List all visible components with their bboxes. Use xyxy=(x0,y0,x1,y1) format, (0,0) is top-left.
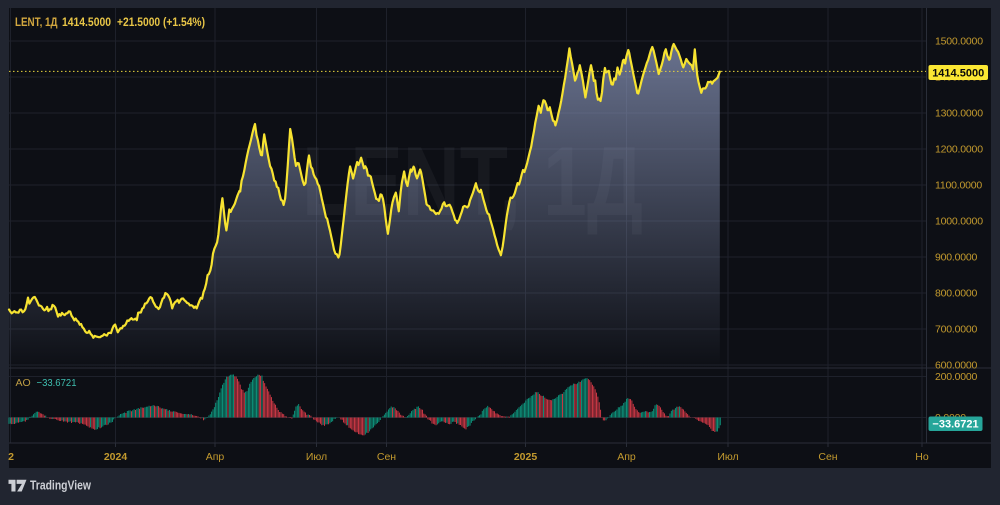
svg-text:900.0000: 900.0000 xyxy=(935,252,978,264)
svg-text:1000.0000: 1000.0000 xyxy=(935,216,983,228)
svg-text:−33.6721: −33.6721 xyxy=(37,377,77,389)
svg-text:TradingView: TradingView xyxy=(30,478,92,493)
svg-text:Апр: Апр xyxy=(617,451,636,463)
svg-text:Но: Но xyxy=(915,451,929,463)
svg-text:LENT, 1Д: LENT, 1Д xyxy=(15,17,58,29)
svg-text:800.0000: 800.0000 xyxy=(935,288,978,300)
svg-text:AO: AO xyxy=(16,377,31,389)
svg-text:Апр: Апр xyxy=(206,451,225,463)
svg-text:1100.0000: 1100.0000 xyxy=(935,180,982,192)
svg-text:2024: 2024 xyxy=(104,451,128,463)
svg-text:1500.0000: 1500.0000 xyxy=(935,36,983,48)
svg-text:−33.6721: −33.6721 xyxy=(932,419,978,431)
svg-text:700.0000: 700.0000 xyxy=(935,324,978,336)
svg-text:2: 2 xyxy=(8,451,14,463)
svg-text:1200.0000: 1200.0000 xyxy=(935,144,983,156)
svg-text:Июл: Июл xyxy=(306,451,327,463)
svg-text:2025: 2025 xyxy=(514,451,538,463)
svg-text:+21.5000 (+1.54%): +21.5000 (+1.54%) xyxy=(117,17,205,29)
svg-text:1414.5000: 1414.5000 xyxy=(932,67,984,79)
svg-text:1300.0000: 1300.0000 xyxy=(935,108,983,120)
svg-text:1414.5000: 1414.5000 xyxy=(62,17,111,29)
svg-text:Сен: Сен xyxy=(818,451,837,463)
svg-text:600.0000: 600.0000 xyxy=(935,360,978,372)
svg-text:Сен: Сен xyxy=(377,451,396,463)
svg-text:200.0000: 200.0000 xyxy=(935,371,978,383)
svg-text:Июл: Июл xyxy=(717,451,738,463)
